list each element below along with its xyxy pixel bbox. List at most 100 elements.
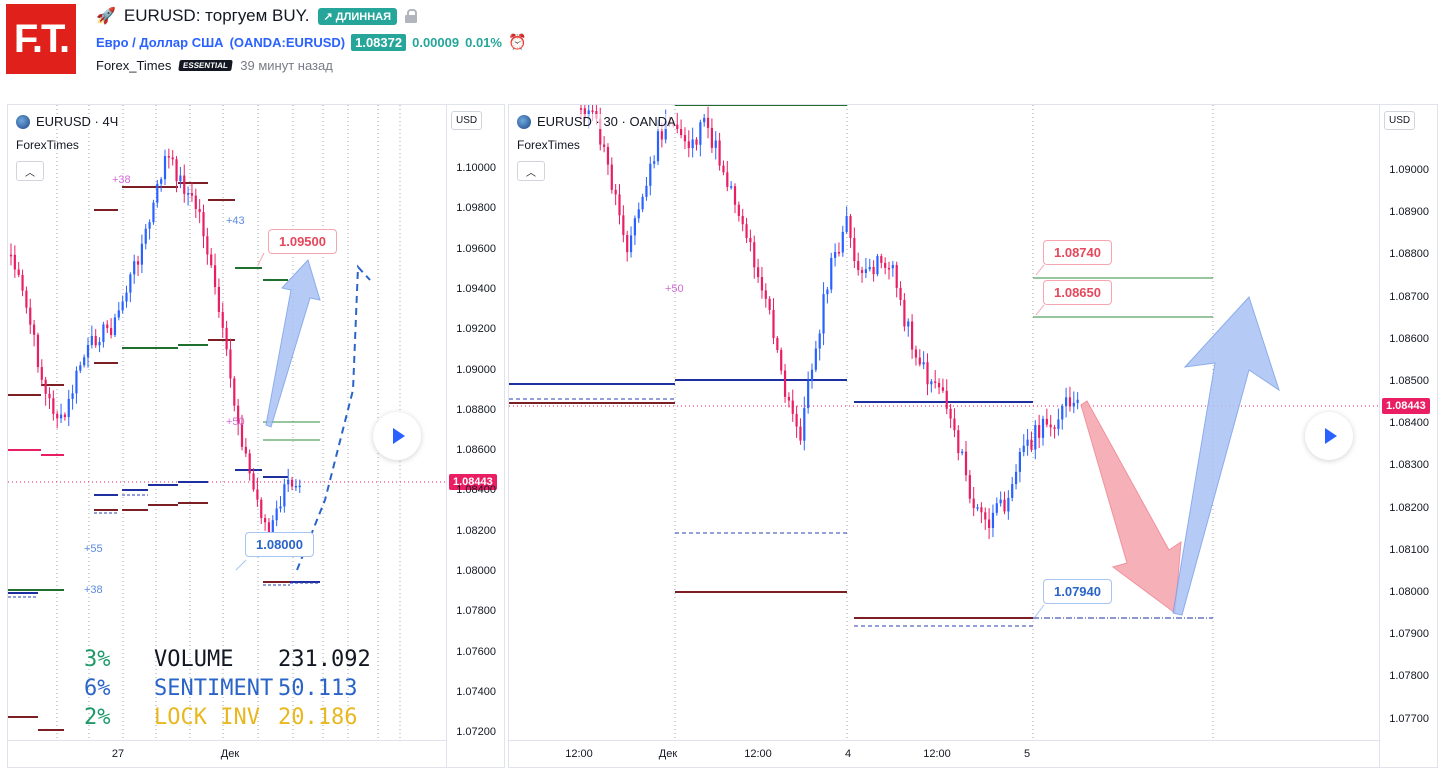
candle-body: [730, 186, 733, 188]
candle-body: [957, 430, 960, 454]
candle-body: [125, 292, 128, 302]
candle-body: [641, 196, 644, 210]
candle-body: [210, 254, 213, 266]
chart-plot-area[interactable]: [8, 105, 446, 741]
alarm-clock-icon[interactable]: ⏰: [507, 34, 527, 51]
candle-body: [1053, 427, 1056, 429]
pct-label: +50: [226, 416, 245, 428]
time-tick: 27: [111, 748, 125, 760]
candle-body: [67, 398, 70, 418]
chart-panel-30m[interactable]: EURUSD · 30 · OANDA ForexTimes ︿ 1.08740…: [508, 104, 1438, 768]
candle-body: [691, 139, 694, 149]
price-tick: 1.08600: [1389, 332, 1429, 345]
candle-body: [733, 186, 737, 205]
author-name[interactable]: Forex_Times: [96, 57, 172, 73]
play-button[interactable]: [1305, 412, 1353, 460]
candle-body: [283, 484, 286, 507]
author-logo[interactable]: F.T.: [6, 4, 76, 74]
lock-icon: [405, 9, 418, 23]
symbol-name-link[interactable]: Евро / Доллар США: [96, 34, 224, 50]
globe-icon: [517, 114, 531, 129]
candle-body: [287, 479, 290, 485]
collapse-legend-button[interactable]: ︿: [16, 161, 44, 181]
price-axis[interactable]: USD 1.08443 1.10000 1.09800 1.09600 1.09400…: [446, 105, 504, 767]
price-tick: 1.09400: [456, 282, 496, 295]
target-label-2: 1.08650: [1043, 280, 1112, 305]
chart-plot-area[interactable]: [509, 105, 1379, 741]
candle-body: [599, 118, 602, 145]
candle-body: [795, 413, 798, 427]
candle-body: [225, 327, 228, 350]
label-pointer: [1034, 604, 1045, 618]
candle-body: [760, 277, 764, 291]
pct-label: +43: [226, 215, 245, 227]
symbol-row: Евро / Доллар США (OANDA:EURUSD) 1.08372…: [96, 32, 527, 52]
price-tick: 1.08900: [1389, 206, 1429, 219]
collapse-legend-button[interactable]: ︿: [517, 161, 545, 181]
play-button[interactable]: [373, 412, 421, 460]
candle-body: [129, 274, 132, 293]
direction-badge: ↗ ДЛИННАЯ: [317, 7, 398, 25]
author-row: Forex_Times ESSENTIAL 39 минут назад: [96, 56, 333, 74]
candle-body: [113, 317, 117, 336]
candle-body: [140, 243, 143, 265]
candle-body: [175, 159, 178, 182]
chart-panel-4h[interactable]: EURUSD · 4Ч ForexTimes ︿ 1.09500 1.08000…: [7, 104, 505, 768]
candle-body: [614, 189, 617, 195]
candle-body: [718, 140, 721, 166]
candle-body: [810, 369, 814, 381]
price-tick: 1.08200: [456, 524, 496, 537]
stat-row-lock-inv: 2% LOCK INV 20.186: [84, 703, 371, 732]
candle-body: [133, 261, 136, 275]
candle-body: [279, 506, 282, 509]
price-tick: 1.07400: [456, 685, 496, 698]
candle-body: [33, 324, 36, 335]
candle-body: [710, 127, 713, 148]
time-axis[interactable]: 12:00 Дек 12:00 4 12:00 5: [509, 740, 1379, 767]
candle-body: [160, 179, 163, 184]
plan-badge: ESSENTIAL: [178, 59, 234, 71]
candle-body: [98, 342, 101, 346]
price-change: 0.00009: [412, 34, 460, 50]
candle-body: [1011, 484, 1014, 498]
candle-body: [791, 400, 794, 414]
time-tick: 12:00: [923, 748, 951, 760]
stat-row-sentiment: 6% SENTIMENT 50.113: [84, 674, 371, 703]
candle-body: [653, 161, 656, 164]
time-tick: 12:00: [744, 748, 772, 760]
forecast-path: [296, 264, 371, 571]
candle-body: [136, 261, 140, 265]
price-axis[interactable]: USD 1.08443 1.09000 1.08900 1.08800 1.08700…: [1379, 105, 1437, 767]
candle-body: [899, 287, 902, 300]
candle-body: [163, 156, 167, 180]
time-axis[interactable]: 27 Дек: [8, 740, 446, 767]
candle-body: [907, 321, 910, 327]
symbol-ticker-link[interactable]: (OANDA:EURUSD): [229, 34, 346, 50]
pct-label: +55: [84, 543, 103, 555]
candle-body: [187, 193, 190, 195]
candle-body: [622, 215, 625, 236]
candle-body: [1072, 402, 1075, 407]
candle-body: [194, 195, 197, 209]
candle-body: [656, 131, 660, 162]
candle-body: [814, 348, 817, 370]
rocket-icon: 🚀: [96, 8, 116, 25]
candle-body: [864, 269, 867, 273]
candle-body: [1034, 425, 1037, 450]
pct-label: +38: [112, 174, 131, 186]
candle-body: [36, 334, 40, 368]
candle-body: [645, 185, 648, 197]
price-change-percent: 0.01%: [465, 34, 502, 50]
candle-body: [757, 267, 760, 278]
candle-body: [626, 235, 629, 253]
time-tick: 12:00: [565, 748, 593, 760]
candle-body: [680, 128, 683, 136]
candle-body: [583, 108, 586, 119]
candle-body: [13, 254, 16, 270]
currency-button[interactable]: USD: [1384, 111, 1416, 130]
idea-title: EURUSD: торгуем BUY.: [123, 6, 310, 25]
candle-body: [190, 193, 194, 196]
candle-body: [783, 370, 787, 397]
currency-button[interactable]: USD: [451, 111, 483, 130]
candle-body: [1057, 419, 1060, 429]
